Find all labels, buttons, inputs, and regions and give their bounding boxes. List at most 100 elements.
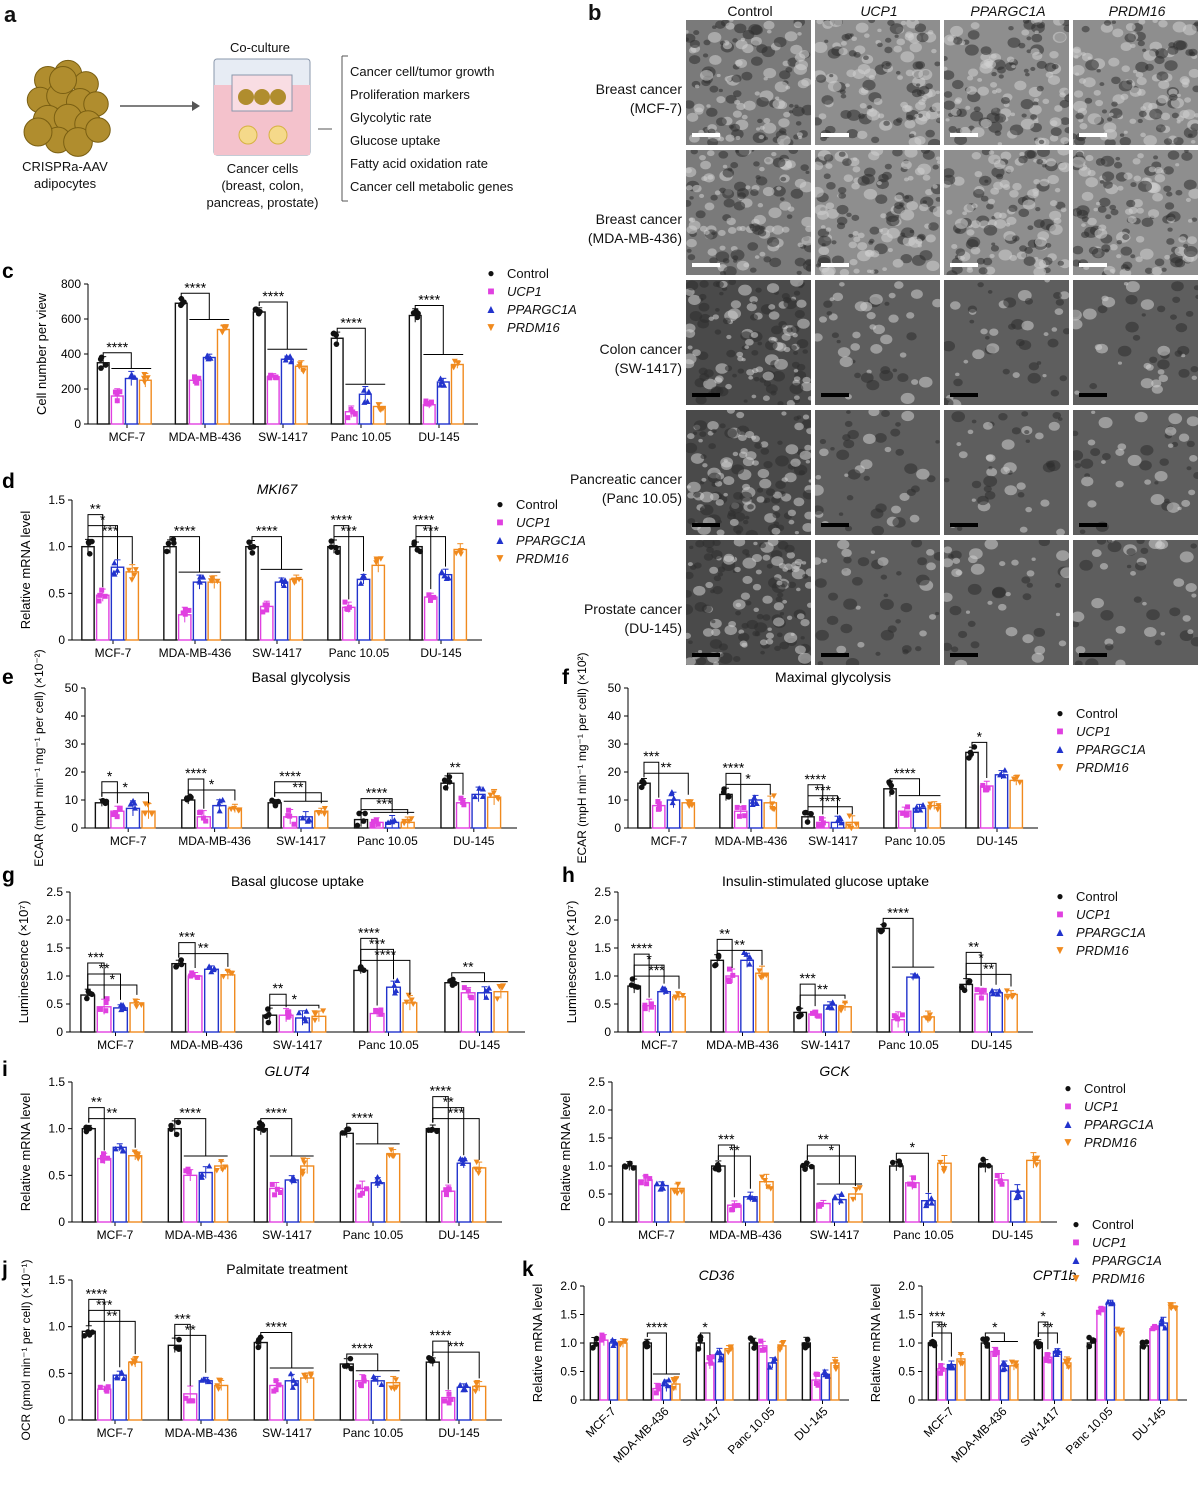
data-point [462,1386,469,1393]
data-point [896,1158,902,1165]
data-point [207,578,214,584]
bar [202,356,216,425]
sig-label: * [110,971,116,987]
sig-bracket [251,536,283,570]
x-tick-label: MCF-7 [921,1404,957,1440]
micrograph-image [944,540,1069,665]
transwell-icon [213,58,311,156]
data-point [1033,1339,1039,1346]
data-point [936,1370,942,1376]
data-point [377,556,384,562]
bar [96,362,110,425]
data-point [966,978,973,984]
data-point [926,1016,933,1022]
data-point [360,387,367,393]
data-point [378,1011,384,1017]
data-point [490,790,497,796]
sig-bracket [931,1321,943,1361]
y-tick-label: 30 [608,737,622,751]
data-point [763,972,770,979]
coculture-title: Co-culture [230,40,290,55]
x-tick-label: MDA-MB-436 [178,834,251,848]
data-point [219,796,226,803]
data-point [472,793,479,800]
data-point [459,1160,466,1166]
data-point [1114,1326,1121,1333]
x-tick-label: DU-145 [438,1426,480,1440]
data-point [734,804,740,810]
y-tick-label: 2.0 [560,1279,577,1293]
legend-label: Control [507,265,549,281]
sig-bracket [180,292,210,320]
legend-label: PRDM16 [516,550,569,566]
data-point [291,821,297,827]
data-point [375,821,381,827]
legend-item: ▼ PRDM16 [1052,758,1146,776]
legend-marker-icon: ● [487,266,495,280]
panel-label: k [522,1258,534,1281]
data-point [408,997,415,1004]
y-axis-label: Relative mRNA level [558,1093,573,1212]
data-point [457,1155,464,1162]
y-tick-label: 0.5 [560,1365,577,1379]
bar [1004,993,1018,1033]
data-point [1000,1359,1007,1366]
data-point [989,987,996,994]
scale-bar [1079,263,1107,267]
legend: ● Control ■ UCP1 ▲ PPARGC1A ▼ PRDM16 [1052,887,1146,959]
data-point [441,572,448,579]
data-point [186,607,192,613]
data-point [178,961,185,968]
data-point [834,817,841,823]
y-tick-label: 10 [65,793,79,807]
micrograph-row-label: Colon cancer (SW-1417) [560,340,683,378]
x-tick-label: DU-145 [791,1404,830,1443]
bar [214,1165,229,1223]
data-point [333,544,339,551]
data-point [204,1377,211,1383]
data-point [442,1398,448,1404]
sig-bracket [882,917,914,968]
data-point [111,812,117,818]
data-point [984,1336,990,1342]
sig-label: * [829,1142,835,1158]
x-tick-label: SW-1417 [810,1228,860,1242]
sig-label: **** [646,1319,668,1335]
legend-marker-icon: ■ [1072,1235,1080,1249]
scale-bar [821,653,849,657]
bar [637,782,651,829]
sig-label: *** [718,1131,735,1147]
x-tick-label: SW-1417 [1017,1404,1062,1449]
data-point [928,1200,935,1206]
data-point [476,785,483,791]
adipocyte-cell [63,127,93,157]
data-point [357,1381,363,1387]
data-point [984,1343,991,1349]
sig-bracket [187,778,205,809]
data-point [100,1158,106,1164]
y-tick-label: 0 [58,1215,65,1229]
bar [220,974,236,1033]
data-point [465,988,471,994]
sig-bracket [971,741,988,778]
legend-label: Control [1076,705,1118,721]
data-point [709,1354,715,1360]
panel-label: e [2,666,14,689]
chart-title: GCK [819,1063,850,1079]
y-tick-label: 1.0 [46,969,63,983]
chart-k1: k CD36 Relative mRNA level 0 0.5 1.0 1.5 2.0 MCF… [522,1258,849,1466]
data-point [846,813,853,820]
x-tick-label: Panc 10.05 [893,1228,954,1242]
y-tick-label: 1.5 [560,1308,577,1322]
data-point [290,1377,297,1383]
data-point [1158,1316,1165,1323]
x-tick-label: SW-1417 [252,646,302,660]
data-point [695,1346,702,1352]
micrograph-row-label: Breast cancer (MDA-MB-436) [560,210,682,248]
data-point [758,1338,764,1344]
data-point [1011,776,1018,783]
bar [1009,1365,1019,1401]
x-tick-label: SW-1417 [276,834,326,848]
data-point [446,774,453,780]
data-point [423,401,429,407]
